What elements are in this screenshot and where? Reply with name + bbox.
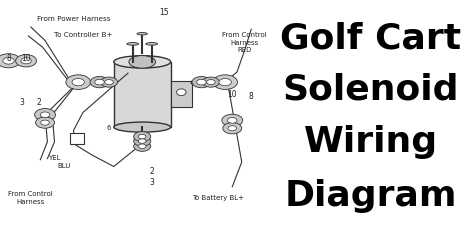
- Text: 6: 6: [107, 125, 111, 131]
- Ellipse shape: [100, 77, 118, 87]
- Ellipse shape: [16, 55, 36, 67]
- Text: From Control
Harness: From Control Harness: [9, 191, 53, 205]
- Ellipse shape: [219, 79, 231, 86]
- Ellipse shape: [114, 122, 171, 132]
- Ellipse shape: [202, 77, 219, 87]
- Ellipse shape: [137, 32, 147, 35]
- Text: 2: 2: [36, 98, 41, 107]
- Text: Golf Cart: Golf Cart: [280, 21, 462, 55]
- Ellipse shape: [192, 76, 211, 88]
- Text: 8: 8: [6, 54, 11, 63]
- Ellipse shape: [35, 109, 55, 121]
- Text: 8: 8: [249, 92, 254, 101]
- Text: Wiring: Wiring: [304, 125, 438, 159]
- Text: 3: 3: [19, 98, 24, 107]
- Ellipse shape: [3, 57, 14, 64]
- Text: BLU: BLU: [57, 164, 71, 169]
- Text: 3: 3: [149, 178, 154, 187]
- Text: 10: 10: [228, 90, 237, 99]
- Ellipse shape: [41, 120, 49, 125]
- Ellipse shape: [146, 43, 157, 45]
- Text: 10: 10: [21, 54, 31, 63]
- Ellipse shape: [213, 75, 237, 89]
- Ellipse shape: [95, 79, 104, 85]
- Ellipse shape: [207, 80, 215, 85]
- Bar: [171, 81, 192, 107]
- Ellipse shape: [114, 56, 171, 68]
- Ellipse shape: [134, 131, 151, 142]
- Ellipse shape: [197, 79, 206, 85]
- Ellipse shape: [72, 79, 84, 86]
- Ellipse shape: [138, 139, 146, 143]
- Ellipse shape: [36, 117, 55, 128]
- Ellipse shape: [134, 141, 151, 151]
- Ellipse shape: [0, 54, 20, 68]
- Text: To Controller B+: To Controller B+: [54, 32, 112, 38]
- Circle shape: [129, 56, 155, 68]
- Ellipse shape: [40, 112, 50, 117]
- Text: Solenoid: Solenoid: [283, 73, 459, 107]
- Text: Diagram: Diagram: [285, 179, 457, 213]
- Ellipse shape: [66, 75, 91, 89]
- Ellipse shape: [105, 80, 113, 85]
- Ellipse shape: [228, 126, 237, 131]
- Text: 15: 15: [159, 8, 168, 17]
- Ellipse shape: [127, 43, 138, 45]
- Ellipse shape: [138, 134, 146, 139]
- Bar: [70, 133, 84, 144]
- Bar: [114, 62, 171, 127]
- Ellipse shape: [223, 123, 242, 134]
- Bar: [268, 0, 474, 225]
- Ellipse shape: [176, 89, 186, 96]
- Ellipse shape: [228, 117, 237, 123]
- Ellipse shape: [222, 114, 243, 126]
- Ellipse shape: [90, 76, 109, 88]
- Text: To Battery BL+: To Battery BL+: [192, 195, 244, 201]
- Ellipse shape: [21, 58, 31, 64]
- Ellipse shape: [134, 136, 151, 146]
- Text: 2: 2: [149, 166, 154, 176]
- Ellipse shape: [138, 144, 146, 148]
- Text: YEL: YEL: [48, 155, 61, 160]
- Text: From Power Harness: From Power Harness: [36, 16, 110, 22]
- Text: From Control
Harness
RED: From Control Harness RED: [222, 32, 266, 53]
